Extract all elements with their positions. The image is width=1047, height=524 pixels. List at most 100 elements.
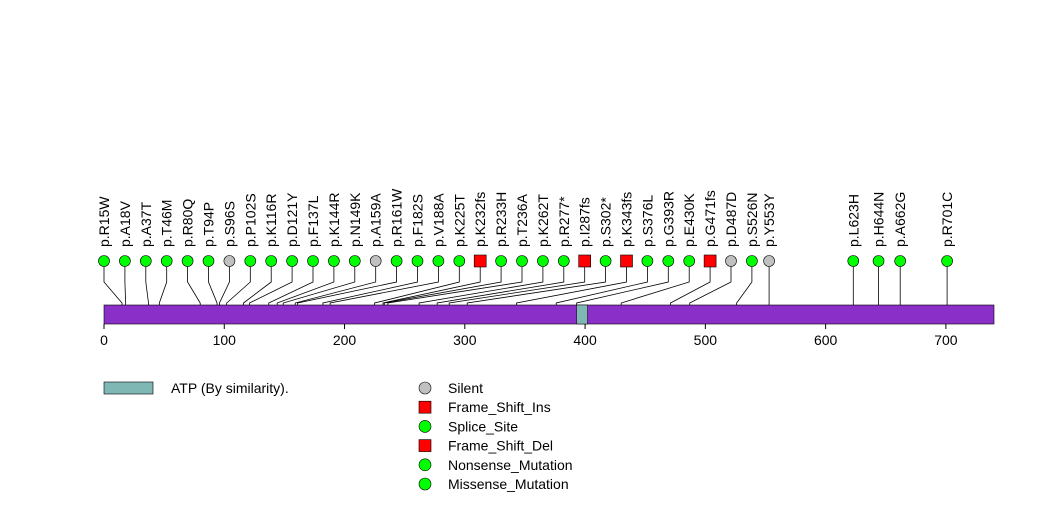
connector-p-s526n [736,266,753,305]
label-p-k343fs: p.K343fs [619,192,635,247]
mutation-markers [98,254,953,268]
legend-label-frame-shift-del: Frame_Shift_Del [448,438,553,454]
label-p-t94p: p.T94P [201,202,217,247]
connector-p-s302 [466,266,606,305]
legend-marker-frame-shift-ins [418,400,432,414]
marker-p-r161w [390,255,403,267]
connector-p-f137l [268,266,314,305]
label-p-k144r: p.K144R [326,193,342,247]
connector-p-a159a [294,266,377,305]
legend-label-frame-shift-ins: Frame_Shift_Ins [448,399,551,415]
marker-p-a159a [369,255,382,267]
connector-p-r80q [187,266,201,305]
connector-p-d487d [689,266,732,305]
connector-p-p102s [226,266,251,305]
marker-p-g393r [662,255,675,267]
connector-p-r161w [297,266,398,305]
connector-p-g471fs [670,266,711,305]
label-p-r161w: p.R161W [389,188,405,247]
label-p-s526n: p.S526N [744,193,760,247]
connector-lines [103,266,948,305]
marker-p-h644n [872,255,885,267]
marker-p-t94p [202,255,215,267]
label-p-d121y: p.D121Y [284,192,300,247]
label-p-g393r: p.G393R [660,191,676,247]
label-p-v188a: p.V188A [430,193,446,247]
category-legend: Silent Frame_Shift_Ins Splice_Site Frame_Sh… [418,380,573,492]
label-p-f137l: p.F137L [305,195,321,247]
domain-legend-swatch [103,381,154,395]
label-p-s376l: p.S376L [639,195,655,247]
marker-p-t236a [516,255,528,267]
marker-p-n149k [348,255,361,267]
label-p-i287fs: p.I287fs [577,197,593,247]
connector-p-r233h [383,266,502,305]
connector-p-r277 [436,266,565,305]
axis-tick-label: 300 [453,332,477,348]
connector-p-g393r [576,266,669,305]
marker-p-k343fs [620,254,633,268]
axis-tick-label: 400 [573,332,597,348]
connector-p-v188a [329,266,439,305]
marker-p-e430k [683,255,696,267]
marker-p-r233h [495,255,507,267]
legend-label-splice-site: Splice_Site [448,418,518,434]
connector-p-a18v [124,266,127,305]
legend-marker-missense-mutation [418,477,432,491]
label-p-s96s: p.S96S [221,201,237,247]
marker-p-y553y [763,255,775,267]
marker-p-s526n [746,255,758,267]
label-p-a37t: p.A37T [138,201,154,247]
label-p-h644n: p.H644N [871,192,887,247]
connector-p-s376l [555,266,648,305]
label-p-d487d: p.D487D [723,192,739,247]
marker-p-g471fs [703,254,717,268]
connector-p-k343fs [516,266,627,305]
connector-p-t94p [208,266,218,305]
label-p-l623h: p.L623H [845,194,861,247]
label-p-s302: p.S302* [598,197,614,247]
marker-p-s376l [641,255,654,267]
axis-tick-label: 100 [213,332,237,348]
marker-p-k144r [328,255,340,267]
marker-p-l623h [847,255,860,267]
axis-tick-label: 600 [814,332,838,348]
connector-p-k116r [243,266,272,305]
connector-p-i287fs [448,266,586,305]
marker-p-a662g [894,255,906,267]
axis-tick-label: 500 [694,332,718,348]
connector-p-n149k [282,266,356,305]
marker-p-s96s [223,255,236,267]
legend-marker-nonsense-mutation [418,458,432,472]
domain-legend: ATP (By similarity). [103,380,289,396]
legend-label-silent: Silent [448,380,483,396]
label-p-k232fs: p.K232fs [472,192,488,247]
label-p-r15w: p.R15W [96,196,112,247]
marker-p-a37t [140,255,152,267]
marker-p-r277 [557,255,570,267]
label-p-a662g: p.A662G [892,192,908,247]
marker-p-k225t [453,255,466,267]
connector-p-f182s [322,266,418,305]
connector-p-a37t [145,266,149,305]
marker-p-k262t [537,255,549,267]
connector-p-t46m [158,266,168,305]
mutation-labels: p.R15W p.A18V p.A37T p.T46M p.R80Q p.T94P p.S9… [96,188,955,247]
marker-p-d121y [286,255,298,267]
label-p-r277: p.R277* [556,196,572,247]
label-p-p102s: p.P102S [242,193,258,247]
domain-legend-label: ATP (By similarity). [171,380,289,396]
marker-p-f182s [411,255,424,267]
label-p-k116r: p.K116R [263,194,279,247]
connector-p-k225t [374,266,460,305]
axis-tick-label: 0 [100,332,108,348]
label-p-g471fs: p.G471fs [702,190,718,247]
label-p-a159a: p.A159A [368,193,384,247]
connector-p-d121y [249,266,293,305]
legend-label-nonsense-mutation: Nonsense_Mutation [448,457,573,473]
marker-p-i287fs [578,254,592,268]
connector-p-k262t [418,266,544,305]
label-p-k262t: p.K262T [535,194,551,247]
marker-p-r15w [98,255,110,267]
